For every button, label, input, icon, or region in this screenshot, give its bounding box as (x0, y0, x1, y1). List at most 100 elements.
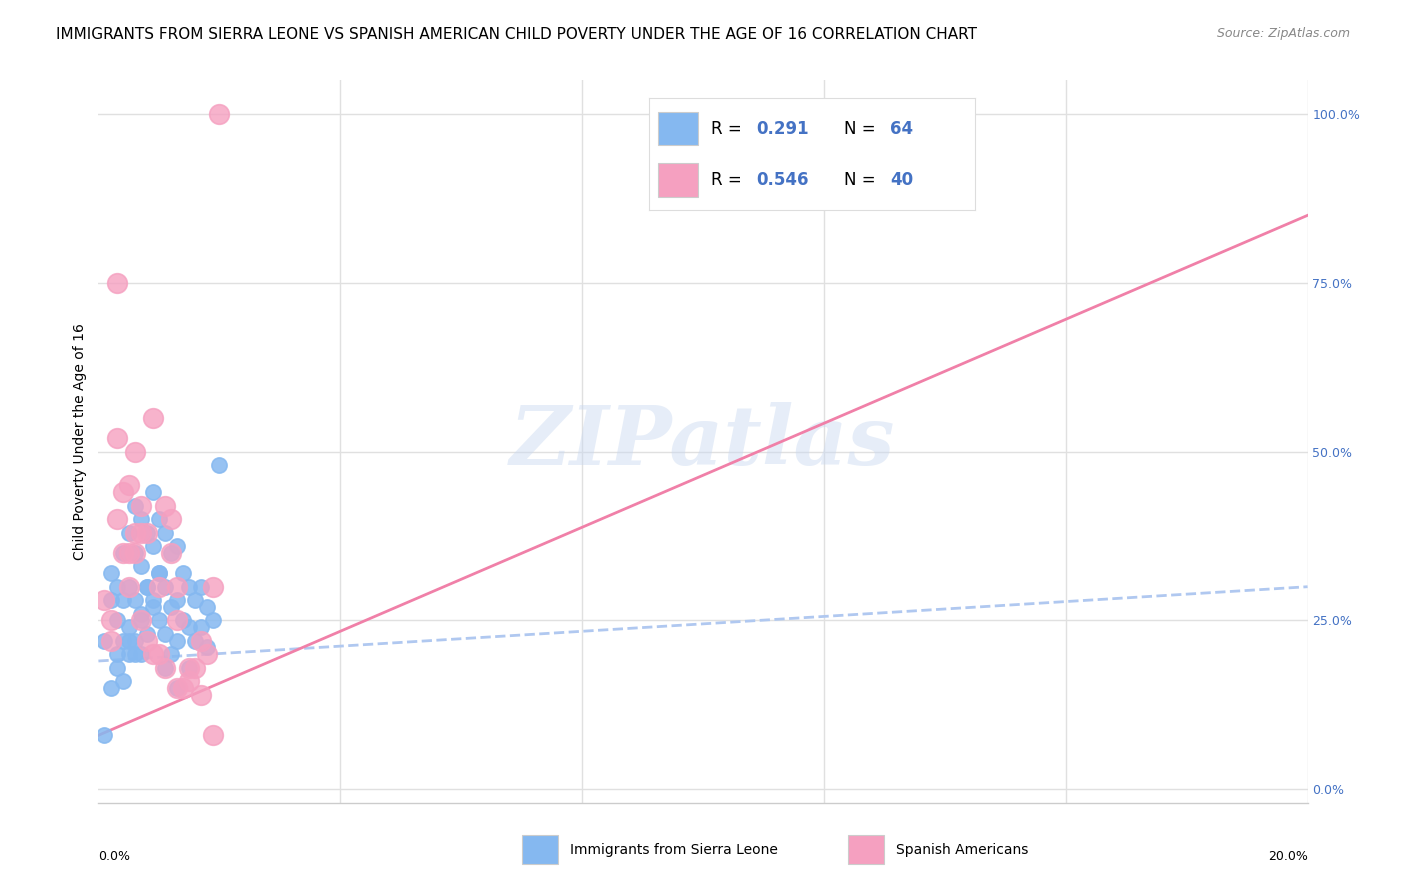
Point (135, 633, 157, 648)
Point (100, 633, 122, 648)
Point (153, 661, 176, 675)
Point (105, 614, 128, 628)
Point (160, 599, 183, 614)
Text: ZIPatlas: ZIPatlas (510, 401, 896, 482)
Point (160, 512, 183, 526)
Point (93, 728, 115, 742)
Point (148, 647, 170, 661)
Point (124, 633, 146, 648)
Point (135, 580, 157, 594)
Point (111, 593, 134, 607)
Point (129, 607, 152, 621)
Point (135, 525, 157, 540)
Point (111, 546, 134, 560)
Point (148, 614, 170, 628)
Point (195, 640, 218, 655)
Point (166, 633, 188, 648)
Point (124, 444, 146, 458)
Point (129, 512, 152, 526)
Point (124, 546, 146, 560)
Point (202, 614, 225, 628)
Point (160, 546, 183, 560)
Point (129, 614, 152, 628)
Point (118, 546, 141, 560)
Point (208, 458, 231, 472)
Point (118, 647, 141, 661)
Point (184, 633, 207, 648)
Point (142, 599, 165, 614)
Point (135, 627, 157, 641)
Point (142, 411, 165, 425)
Point (195, 647, 218, 661)
Point (118, 580, 141, 594)
Text: Source: ZipAtlas.com: Source: ZipAtlas.com (1216, 27, 1350, 40)
Point (153, 499, 176, 513)
Point (166, 681, 188, 695)
Point (105, 512, 128, 526)
Text: Spanish Americans: Spanish Americans (897, 843, 1029, 856)
Point (190, 688, 212, 702)
Point (195, 599, 218, 614)
Point (111, 633, 134, 648)
Point (124, 546, 146, 560)
Point (105, 661, 128, 675)
Point (118, 580, 141, 594)
Bar (848, 835, 884, 864)
Point (148, 566, 170, 581)
Point (184, 661, 207, 675)
Point (202, 728, 225, 742)
Point (142, 593, 165, 607)
Point (148, 566, 170, 581)
Point (111, 546, 134, 560)
Point (118, 633, 141, 648)
Point (179, 674, 201, 689)
Point (190, 620, 212, 634)
Point (124, 593, 146, 607)
Point (124, 647, 146, 661)
Point (179, 620, 201, 634)
Point (129, 525, 152, 540)
Point (153, 661, 176, 675)
Point (105, 431, 128, 445)
Point (93, 633, 115, 648)
Point (166, 681, 188, 695)
Point (160, 546, 183, 560)
Point (179, 661, 201, 675)
Y-axis label: Child Poverty Under the Age of 16: Child Poverty Under the Age of 16 (73, 323, 87, 560)
Point (184, 593, 207, 607)
Point (124, 499, 146, 513)
Point (179, 661, 201, 675)
Point (160, 647, 183, 661)
Text: 0.0%: 0.0% (98, 850, 131, 863)
Point (118, 478, 141, 492)
Point (142, 485, 165, 500)
Point (142, 539, 165, 553)
Point (208, 107, 231, 121)
Point (118, 620, 141, 634)
Point (124, 525, 146, 540)
Point (166, 580, 188, 594)
Point (142, 647, 165, 661)
Bar (522, 835, 558, 864)
Point (190, 580, 212, 594)
Point (100, 681, 122, 695)
Point (105, 647, 128, 661)
Point (153, 627, 176, 641)
Point (129, 499, 152, 513)
Point (153, 525, 176, 540)
Point (100, 593, 122, 607)
Point (172, 614, 194, 628)
Text: IMMIGRANTS FROM SIERRA LEONE VS SPANISH AMERICAN CHILD POVERTY UNDER THE AGE OF : IMMIGRANTS FROM SIERRA LEONE VS SPANISH … (56, 27, 977, 42)
Point (179, 580, 201, 594)
Point (129, 647, 152, 661)
Point (105, 276, 128, 290)
Point (166, 614, 188, 628)
Point (135, 525, 157, 540)
Point (111, 674, 134, 689)
Point (172, 681, 194, 695)
Point (202, 580, 225, 594)
Point (153, 580, 176, 594)
Point (129, 559, 152, 574)
Point (190, 633, 212, 648)
Point (135, 580, 157, 594)
